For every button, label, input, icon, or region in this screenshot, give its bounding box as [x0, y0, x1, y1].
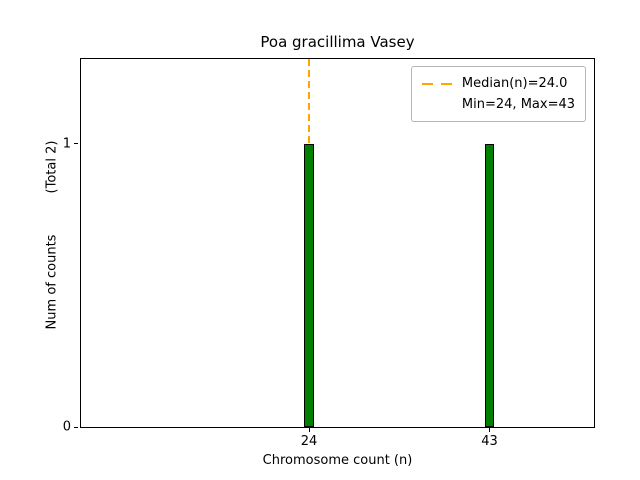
- x-tick-label: 43: [481, 434, 498, 449]
- legend-minmax-label: Min=24, Max=43: [461, 97, 575, 112]
- x-tick-mark: [489, 428, 490, 432]
- chart-title: Poa gracillima Vasey: [260, 33, 415, 51]
- y-tick-label: 0: [62, 419, 71, 435]
- y-tick-mark: [74, 143, 78, 145]
- bar-43: [484, 143, 495, 427]
- legend-spacer: [422, 104, 452, 106]
- legend-row-minmax: Min=24, Max=43: [422, 94, 575, 115]
- median-dash-icon: [421, 82, 452, 85]
- legend-row-median: Median(n)=24.0: [421, 73, 575, 94]
- y-tick-label: 1: [62, 136, 71, 152]
- x-axis-label: Chromosome count (n): [262, 453, 413, 468]
- y-axis-label: Num of counts: [44, 234, 60, 330]
- legend-median-label: Median(n)=24.0: [461, 76, 568, 91]
- x-tick-mark: [308, 428, 310, 432]
- plot-area: Median(n)=24.0 Min=24, Max=43: [80, 58, 595, 428]
- legend: Median(n)=24.0 Min=24, Max=43: [410, 66, 586, 122]
- x-tick-label: 24: [300, 434, 318, 449]
- y-axis-total-label: (Total 2): [44, 140, 60, 194]
- bar-24: [304, 143, 314, 427]
- y-tick-mark: [74, 426, 78, 428]
